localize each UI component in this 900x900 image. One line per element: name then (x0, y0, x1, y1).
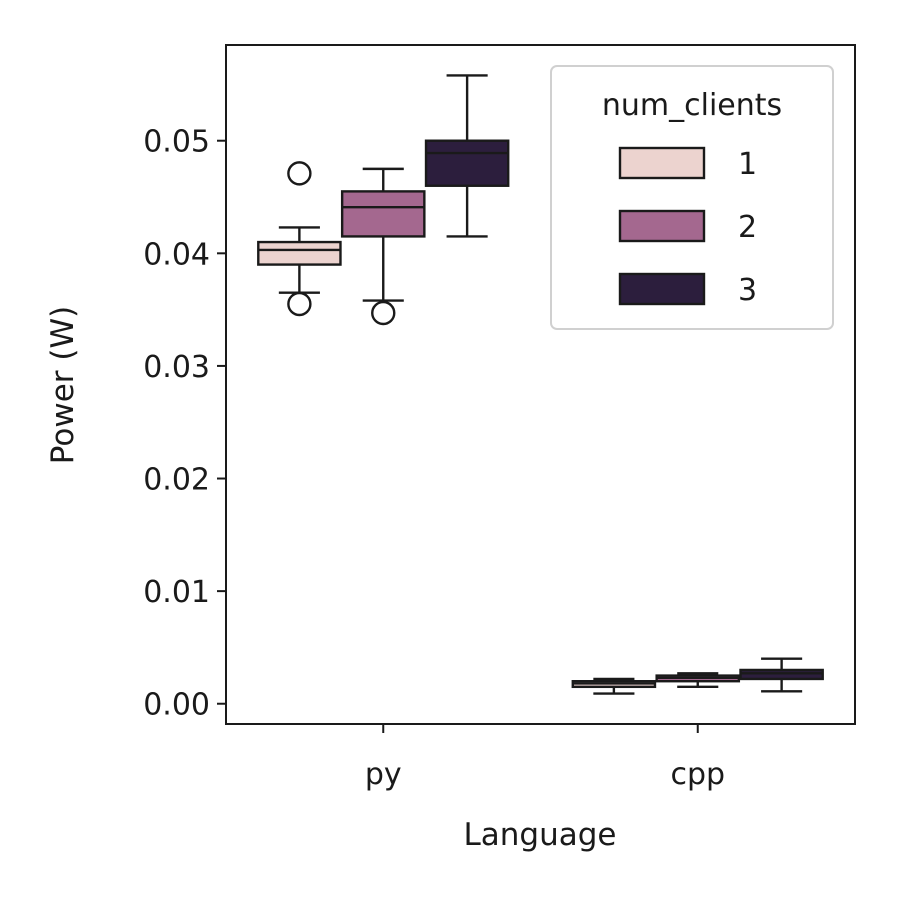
legend: num_clients 1 2 3 (550, 65, 834, 330)
x-tick-label: py (365, 757, 402, 792)
box-cpp-2 (655, 672, 741, 689)
y-tick-label: 0.04 (143, 237, 210, 272)
x-axis: py cpp (365, 724, 725, 792)
y-tick-label: 0.03 (143, 350, 210, 385)
outlier-point (287, 291, 312, 317)
y-tick-label: 0.05 (143, 125, 210, 160)
legend-entry-3: 3 (618, 272, 757, 308)
legend-entries: 1 2 3 (618, 146, 757, 308)
box-py-2 (340, 167, 426, 326)
box-body (340, 190, 426, 238)
y-axis-label: Power (W) (45, 306, 81, 464)
x-tick-label: cpp (670, 757, 725, 792)
y-axis: 0.00 0.01 0.02 0.03 0.04 0.05 (143, 125, 226, 723)
box-body (257, 240, 342, 266)
x-axis-label: Language (464, 817, 617, 853)
y-tick-label: 0.02 (143, 463, 210, 498)
y-tick-label: 0.00 (143, 688, 210, 723)
box-cpp-3 (739, 657, 824, 693)
box-body (424, 139, 510, 187)
legend-label: 3 (738, 273, 757, 308)
box-cpp-1 (571, 677, 657, 695)
outlier-point (371, 300, 396, 326)
legend-swatch (618, 272, 706, 306)
box-py-1 (257, 161, 342, 317)
legend-swatch (618, 146, 706, 180)
legend-entry-2: 2 (618, 209, 757, 245)
legend-frame (550, 65, 834, 330)
y-tick-label: 0.01 (143, 575, 210, 610)
legend-title: num_clients (602, 88, 782, 123)
outlier-point (287, 161, 312, 186)
legend-swatch (618, 209, 706, 243)
legend-label: 1 (738, 147, 757, 182)
plot-area (257, 74, 824, 695)
plot-frame (225, 44, 856, 725)
legend-label: 2 (738, 210, 757, 245)
legend-entry-1: 1 (618, 146, 757, 182)
box-py-3 (424, 74, 510, 238)
